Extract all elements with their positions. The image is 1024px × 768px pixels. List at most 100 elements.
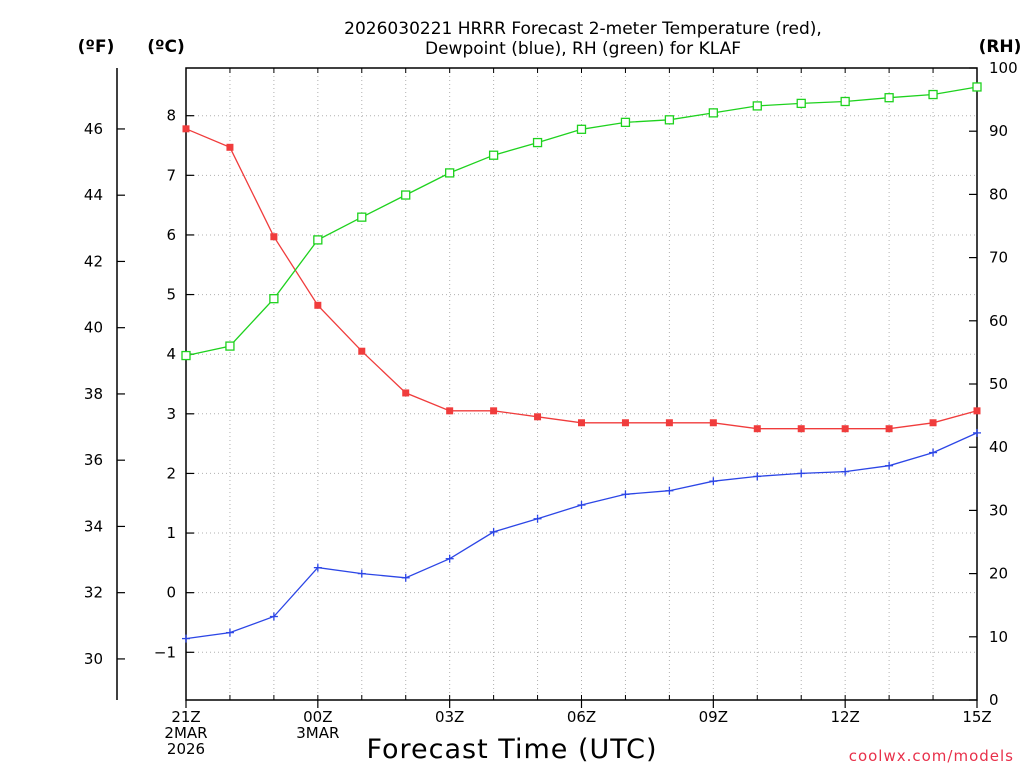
temperature-point — [182, 125, 190, 133]
fahrenheit-tick-label: 30 — [84, 650, 103, 668]
temperature-point — [797, 425, 805, 433]
rh-point — [225, 341, 235, 351]
x-tick-label: 00Z — [303, 708, 332, 726]
fahrenheit-unit-label: (ºF) — [78, 37, 115, 57]
dewpoint-point — [621, 490, 630, 499]
dewpoint-point — [665, 486, 674, 495]
rh-point — [796, 98, 806, 109]
dewpoint-point — [841, 467, 850, 476]
rh-point — [752, 101, 762, 111]
x-tick-label: 12Z — [830, 708, 859, 726]
rh-tick-label: 40 — [989, 438, 1008, 456]
x-tick-label: 06Z — [567, 708, 596, 726]
rh-tick-label: 80 — [989, 185, 1008, 203]
temperature-point — [973, 407, 981, 415]
rh-unit-label: (RH) — [979, 37, 1022, 57]
rh-tick-label: 50 — [989, 375, 1008, 393]
x-tick-label: 21Z — [171, 708, 200, 726]
rh-point — [269, 294, 279, 304]
dewpoint-point — [929, 448, 938, 457]
x-tick-label: 2MAR — [164, 724, 207, 742]
dewpoint-point — [225, 628, 234, 637]
celsius-tick-label: 6 — [166, 226, 176, 244]
rh-tick-label: 100 — [989, 59, 1018, 77]
temperature-point — [270, 233, 278, 241]
temperature-point — [753, 425, 761, 433]
dewpoint-point — [313, 563, 322, 572]
temperature-point — [621, 419, 629, 427]
rh-point — [401, 190, 411, 200]
fahrenheit-tick-label: 40 — [84, 319, 103, 337]
rh-point — [972, 82, 982, 92]
temperature-point — [226, 143, 234, 151]
rh-point — [664, 115, 675, 125]
rh-point — [445, 168, 455, 178]
temperature-point — [841, 425, 849, 433]
dewpoint-point — [797, 469, 806, 478]
celsius-tick-label: 0 — [166, 584, 176, 602]
x-tick-label: 03Z — [435, 708, 464, 726]
rh-point — [840, 96, 850, 107]
fahrenheit-tick-label: 42 — [84, 252, 103, 270]
rh-tick-label: 10 — [989, 628, 1008, 646]
dewpoint-point — [489, 527, 498, 536]
dewpoint-point — [269, 612, 278, 621]
rh-point — [884, 93, 894, 103]
temperature-point — [490, 407, 498, 415]
dewpoint-line — [185, 432, 978, 640]
grid-lines — [186, 68, 977, 700]
fahrenheit-tick-label: 38 — [84, 385, 103, 403]
fahrenheit-tick-label: 46 — [84, 120, 103, 138]
series-layer — [181, 82, 982, 643]
rh-point — [620, 117, 631, 128]
celsius-tick-label: 1 — [166, 524, 176, 542]
dewpoint-point — [182, 634, 190, 643]
rh-point — [928, 89, 938, 100]
chart-title-line-1: 2026030221 HRRR Forecast 2-meter Tempera… — [344, 19, 822, 39]
dewpoint-point — [533, 514, 542, 523]
x-axis-label: Forecast Time (UTC) — [366, 734, 657, 765]
rh-tick-label: 90 — [989, 122, 1008, 140]
dewpoint-point — [445, 554, 454, 563]
dewpoint-point — [753, 472, 762, 481]
dewpoint-point — [577, 501, 586, 510]
fahrenheit-tick-label: 34 — [84, 517, 103, 535]
temperature-point — [402, 389, 410, 397]
celsius-tick-label: 3 — [166, 405, 176, 423]
celsius-tick-label: 4 — [166, 345, 176, 363]
temperature-point — [446, 407, 454, 415]
chart-title-line-2: Dewpoint (blue), RH (green) for KLAF — [425, 39, 741, 59]
celsius-tick-label: 5 — [166, 286, 176, 304]
x-tick-label: 3MAR — [296, 724, 339, 742]
rh-point — [488, 150, 499, 160]
rh-point — [357, 212, 367, 222]
temperature-point — [578, 419, 585, 427]
axes: 303234363840424446−101234567801020304050… — [84, 59, 1018, 758]
x-tick-label: 09Z — [699, 708, 728, 726]
fahrenheit-tick-label: 36 — [84, 451, 103, 469]
rh-tick-label: 60 — [989, 312, 1008, 330]
rh-point — [181, 350, 191, 361]
dewpoint-point — [401, 573, 410, 582]
celsius-tick-label: −1 — [154, 643, 176, 661]
x-tick-label: 15Z — [962, 708, 991, 726]
temperature-point — [314, 301, 322, 309]
temperature-point — [885, 425, 893, 433]
temperature-point — [665, 419, 673, 427]
celsius-tick-label: 2 — [166, 464, 176, 482]
celsius-tick-label: 8 — [166, 107, 176, 125]
dewpoint-point — [357, 569, 366, 578]
dewpoint-point — [709, 477, 718, 486]
temperature-point — [358, 347, 366, 355]
temperature-point — [534, 413, 542, 421]
rh-tick-label: 0 — [989, 691, 999, 709]
rh-point — [532, 137, 543, 148]
rh-point — [576, 124, 587, 134]
rh-tick-label: 20 — [989, 565, 1008, 583]
rh-tick-label: 30 — [989, 501, 1008, 519]
temperature-point — [709, 419, 717, 427]
rh-point — [313, 235, 323, 245]
celsius-unit-label: (ºC) — [147, 37, 185, 57]
x-tick-label: 2026 — [167, 740, 205, 758]
